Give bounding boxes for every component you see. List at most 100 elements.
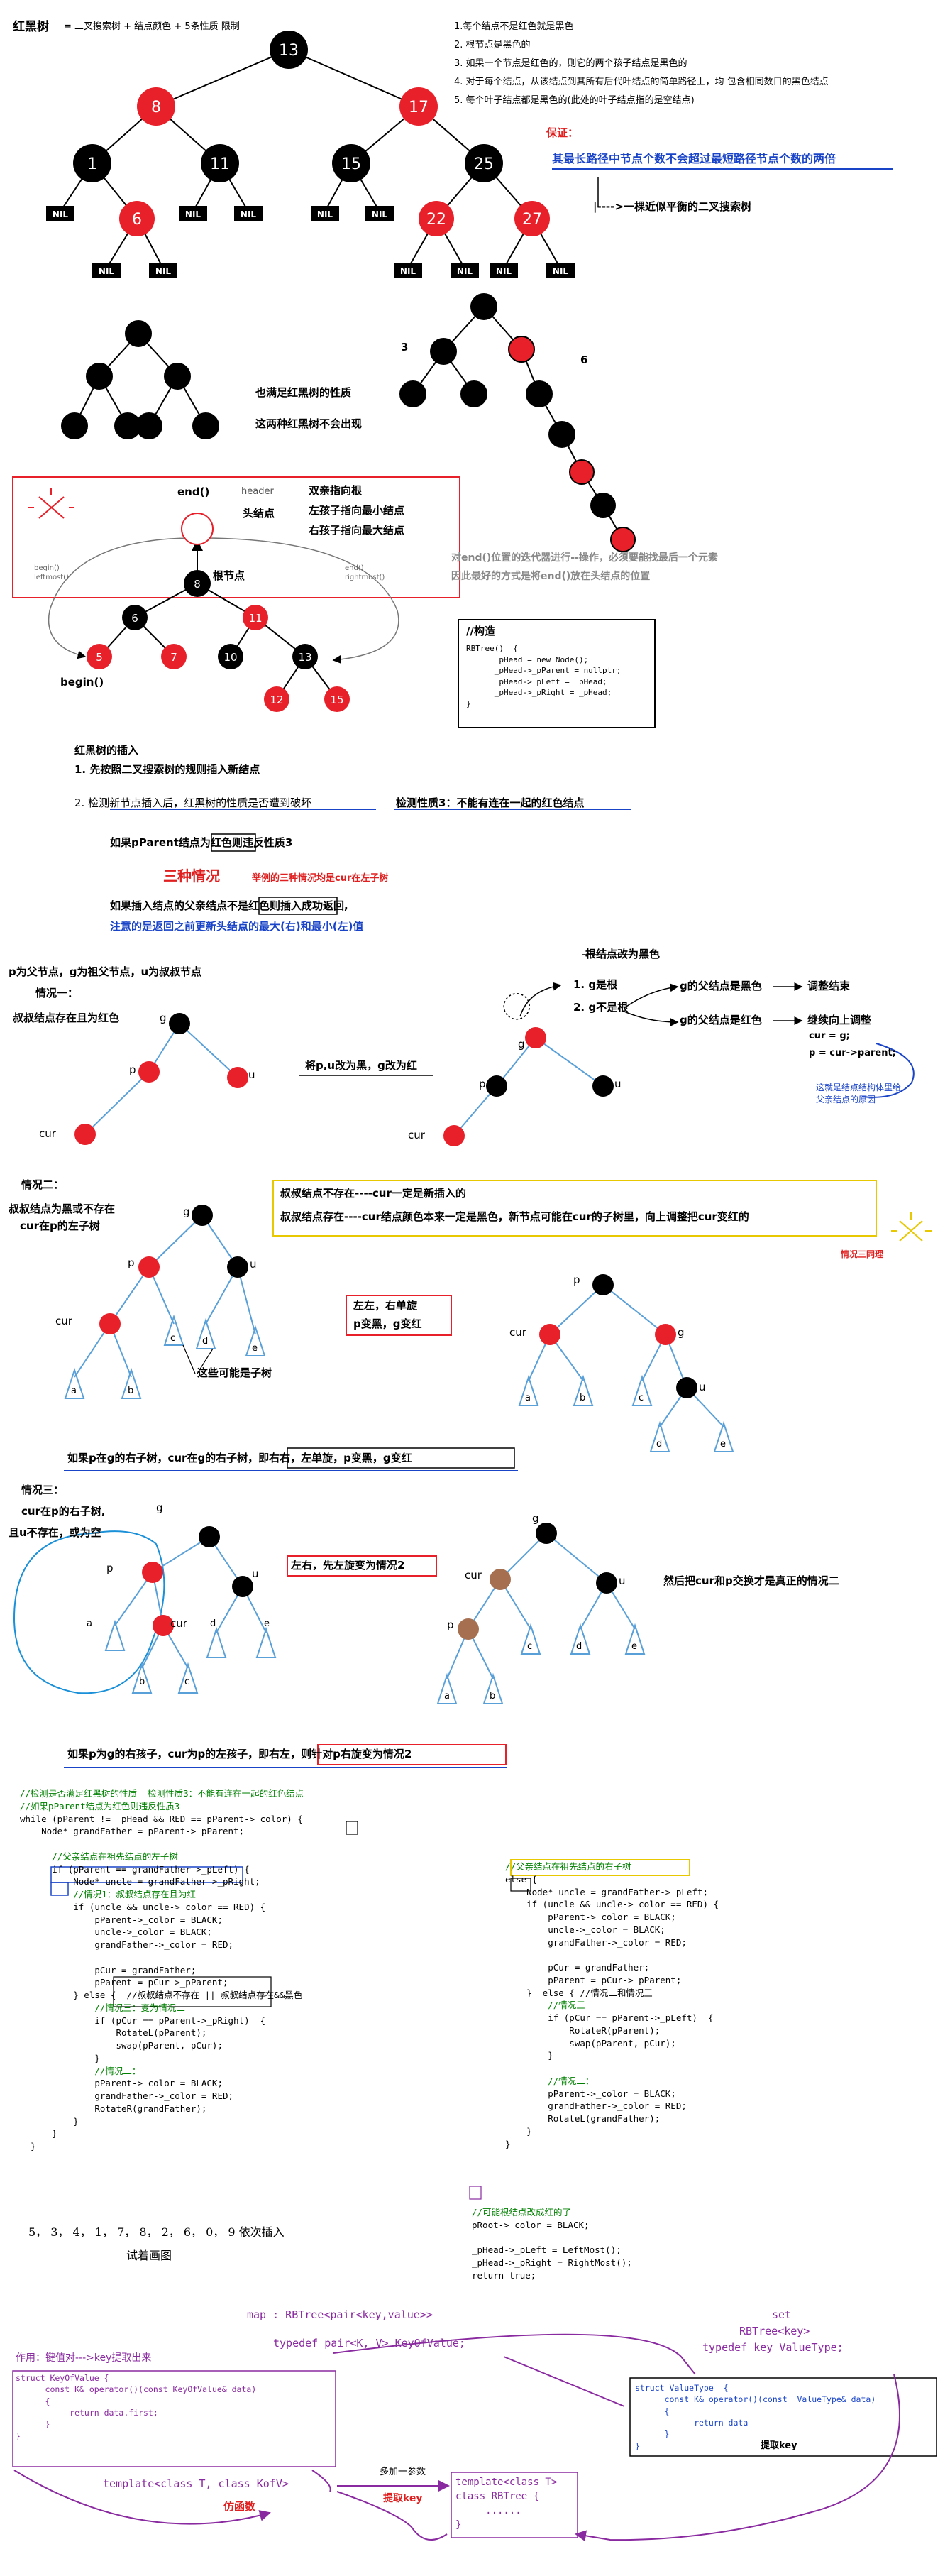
cur-eq-g: cur = g; xyxy=(809,1031,850,1041)
svg-text:NIL: NIL xyxy=(553,266,569,276)
code-line: pParent->_color = BLACK; xyxy=(505,2088,676,2099)
case3-desc-1: cur在p的右子树, xyxy=(21,1505,106,1518)
code-line: } xyxy=(20,2115,79,2127)
insert-step-2b: 检测性质3：不能有连在一起的红色结点 xyxy=(396,796,585,809)
rule-2: 2. 根节点是黑色的 xyxy=(454,40,531,50)
svg-text:5: 5 xyxy=(96,651,103,664)
svg-text:NIL: NIL xyxy=(317,209,333,219)
code-line xyxy=(472,2232,632,2245)
parent-to-root: 双亲指向根 xyxy=(309,484,363,497)
code-line: while (pParent != _pHead && RED == pPare… xyxy=(20,1813,303,1824)
code-line: pParent->_color = BLACK; xyxy=(505,1912,676,1922)
svg-text:10: 10 xyxy=(223,651,237,664)
case1-legend: p为父节点，g为祖父节点，u为叔叔节点 xyxy=(9,965,202,978)
rule-4: 4. 对于每个结点，从该结点到其所有后代叶结点的简单路径上，均 包含相同数目的黑… xyxy=(454,77,829,87)
code-line: if (pCur == pParent->_pRight) { xyxy=(20,2015,266,2026)
code-line: } xyxy=(20,2128,57,2139)
root-label: 根节点 xyxy=(213,569,245,582)
code-line: _pHead->_pRight = RightMost(); xyxy=(472,2257,632,2268)
three-cases-note: 举例的三种情况均是cur在左子树 xyxy=(252,873,389,884)
code-line xyxy=(505,2062,719,2075)
code-line: uncle->_color = BLACK; xyxy=(20,1926,212,1938)
map-rbtree: map : RBTree<pair<key,value>> xyxy=(247,2308,433,2321)
ctor-box: //构造 RBTree() { _pHead = new Node(); _pH… xyxy=(458,619,656,728)
set-label: set xyxy=(772,2308,792,2321)
head-node-label: 头结点 xyxy=(243,507,275,520)
parent-black-note: 如果插入结点的父亲结点不是红色则插入成功返回, xyxy=(110,899,348,912)
code-line: grandFather->_color = RED; xyxy=(505,2100,687,2112)
gp-red: g的父结点是红色 xyxy=(680,1014,762,1026)
black-balanced-tree xyxy=(61,320,219,439)
code-line: swap(pParent, pCur); xyxy=(20,2040,223,2051)
continue-up: 继续向上调整 xyxy=(807,1014,872,1026)
svg-text:17: 17 xyxy=(409,99,429,116)
keyofvalue-title: 作用：键值对--->key提取出来 xyxy=(16,2352,152,2364)
code-line: pParent->_color = BLACK; xyxy=(20,1914,223,1925)
end-note-1: 对end()位置的迭代器进行--操作，必须要能找最后一个元素 xyxy=(451,552,718,564)
code-line: else { xyxy=(505,1873,538,1885)
rotation-1: 左左，右单旋 xyxy=(353,1299,418,1312)
sun-icon xyxy=(891,1212,932,1242)
svg-text:NIL: NIL xyxy=(457,266,473,276)
case3-desc-2: 且u不存在，或为空 xyxy=(9,1526,101,1539)
code-line: if (uncle && uncle->_color == RED) { xyxy=(20,1901,266,1912)
insert-code-tail: //可能根结点改成红的了 pRoot->_color = BLACK; _pHea… xyxy=(472,2206,632,2282)
satisfies-note: 也满足红黑树的性质 xyxy=(255,386,352,399)
code-line: pRoot->_color = BLACK; xyxy=(472,2219,590,2230)
begin-label: begin() xyxy=(60,676,104,689)
blue-note-2: 父亲结点的原因 xyxy=(816,1095,876,1105)
skewed-rb-tree xyxy=(399,293,636,552)
three-cases: 三种情况 xyxy=(163,867,220,884)
code-line: if (pParent == grandFather->_pLeft) { xyxy=(20,1863,250,1875)
blue-note-1: 这就是结点结构体里给 xyxy=(816,1083,902,1092)
code-line: _pHead->_pLeft = LeftMost(); xyxy=(472,2245,622,2256)
code-line: } xyxy=(505,2125,532,2137)
svg-text:1: 1 xyxy=(87,155,97,173)
svg-text:NIL: NIL xyxy=(185,209,201,219)
label-6: 6 xyxy=(580,353,588,366)
code-line: //父亲结点在祖先结点的右子树 xyxy=(505,1861,631,1872)
exercise-seq: 5， 3， 4， 1， 7， 8， 2， 6， 0， 9 依次插入 xyxy=(28,2225,285,2239)
code-line: RotateR(grandFather); xyxy=(20,2103,207,2114)
svg-text:6: 6 xyxy=(132,211,142,229)
set-typedef: typedef key ValueType; xyxy=(702,2341,844,2354)
svg-text:NIL: NIL xyxy=(53,209,69,219)
adjust-end: 调整结束 xyxy=(807,980,851,992)
extra-param-label: 多加一参数 xyxy=(380,2467,426,2477)
header-tree xyxy=(48,537,399,700)
code-line: pParent->_color = BLACK; xyxy=(20,2078,223,2089)
case1-title: 情况一： xyxy=(35,987,79,999)
header-node xyxy=(181,513,214,545)
insert-code-right: //父亲结点在祖先结点的右子树 else { Node* uncle = gran… xyxy=(505,1860,719,2150)
ctor-title: //构造 xyxy=(466,625,495,637)
code-line: Node* uncle = grandFather->_pLeft; xyxy=(505,1886,708,1897)
guarantee-text: 其最长路径中节点个数不会超过最短路径节点个数的两倍 xyxy=(552,152,836,165)
svg-text:25: 25 xyxy=(474,155,494,173)
case1-tree-left xyxy=(74,1013,248,1145)
svg-text:15: 15 xyxy=(341,155,361,173)
end-note-2: 因此最好的方式是将end()放在头结点的位置 xyxy=(451,571,651,582)
svg-text:6: 6 xyxy=(131,612,138,625)
case3-tree-right xyxy=(436,1533,646,1704)
case2-title: 情况二： xyxy=(21,1178,65,1191)
code-line: if (uncle && uncle->_color == RED) { xyxy=(505,1899,719,1910)
case2-mirror: 如果p在g的右子树，cur在g的右子树，即右右，左单旋，p变黑，g变红 xyxy=(67,1452,412,1464)
left-to-min: 左孩子指向最小结点 xyxy=(309,504,405,517)
p-eq-parent: p = cur->parent; xyxy=(809,1048,896,1058)
code-line: } xyxy=(505,2050,553,2061)
case3-mirror: 如果p为g的右孩子，cur为p的左孩子，即右左，则针对p右旋变为情况2 xyxy=(67,1748,412,1760)
code-line: return true; xyxy=(472,2269,536,2281)
case3-title: 情况三： xyxy=(21,1484,65,1496)
code-line xyxy=(20,1951,304,1964)
insert-step-2a: 2. 检测新节点插入后，红黑树的性质是否遭到破坏 xyxy=(74,796,312,809)
head-update-note: 注意的是返回之前更新头结点的最大(右)和最小(左)值 xyxy=(110,920,364,933)
g-is-root: 1. g是根 xyxy=(573,978,618,991)
code-line: //情况二： xyxy=(505,2075,595,2086)
code-line: if (pCur == pParent->_pLeft) { xyxy=(505,2012,714,2023)
g-not-root: 2. g不是根 xyxy=(573,1001,629,1014)
keyofvalue-code: struct KeyOfValue { const K& operator()(… xyxy=(16,2373,257,2441)
svg-text:NIL: NIL xyxy=(99,266,115,276)
case2-box-line-2: 叔叔结点存在----cur结点颜色本来一定是黑色，新节点可能在cur的子树里，向… xyxy=(280,1210,749,1223)
insert-title: 红黑树的插入 xyxy=(74,744,139,757)
